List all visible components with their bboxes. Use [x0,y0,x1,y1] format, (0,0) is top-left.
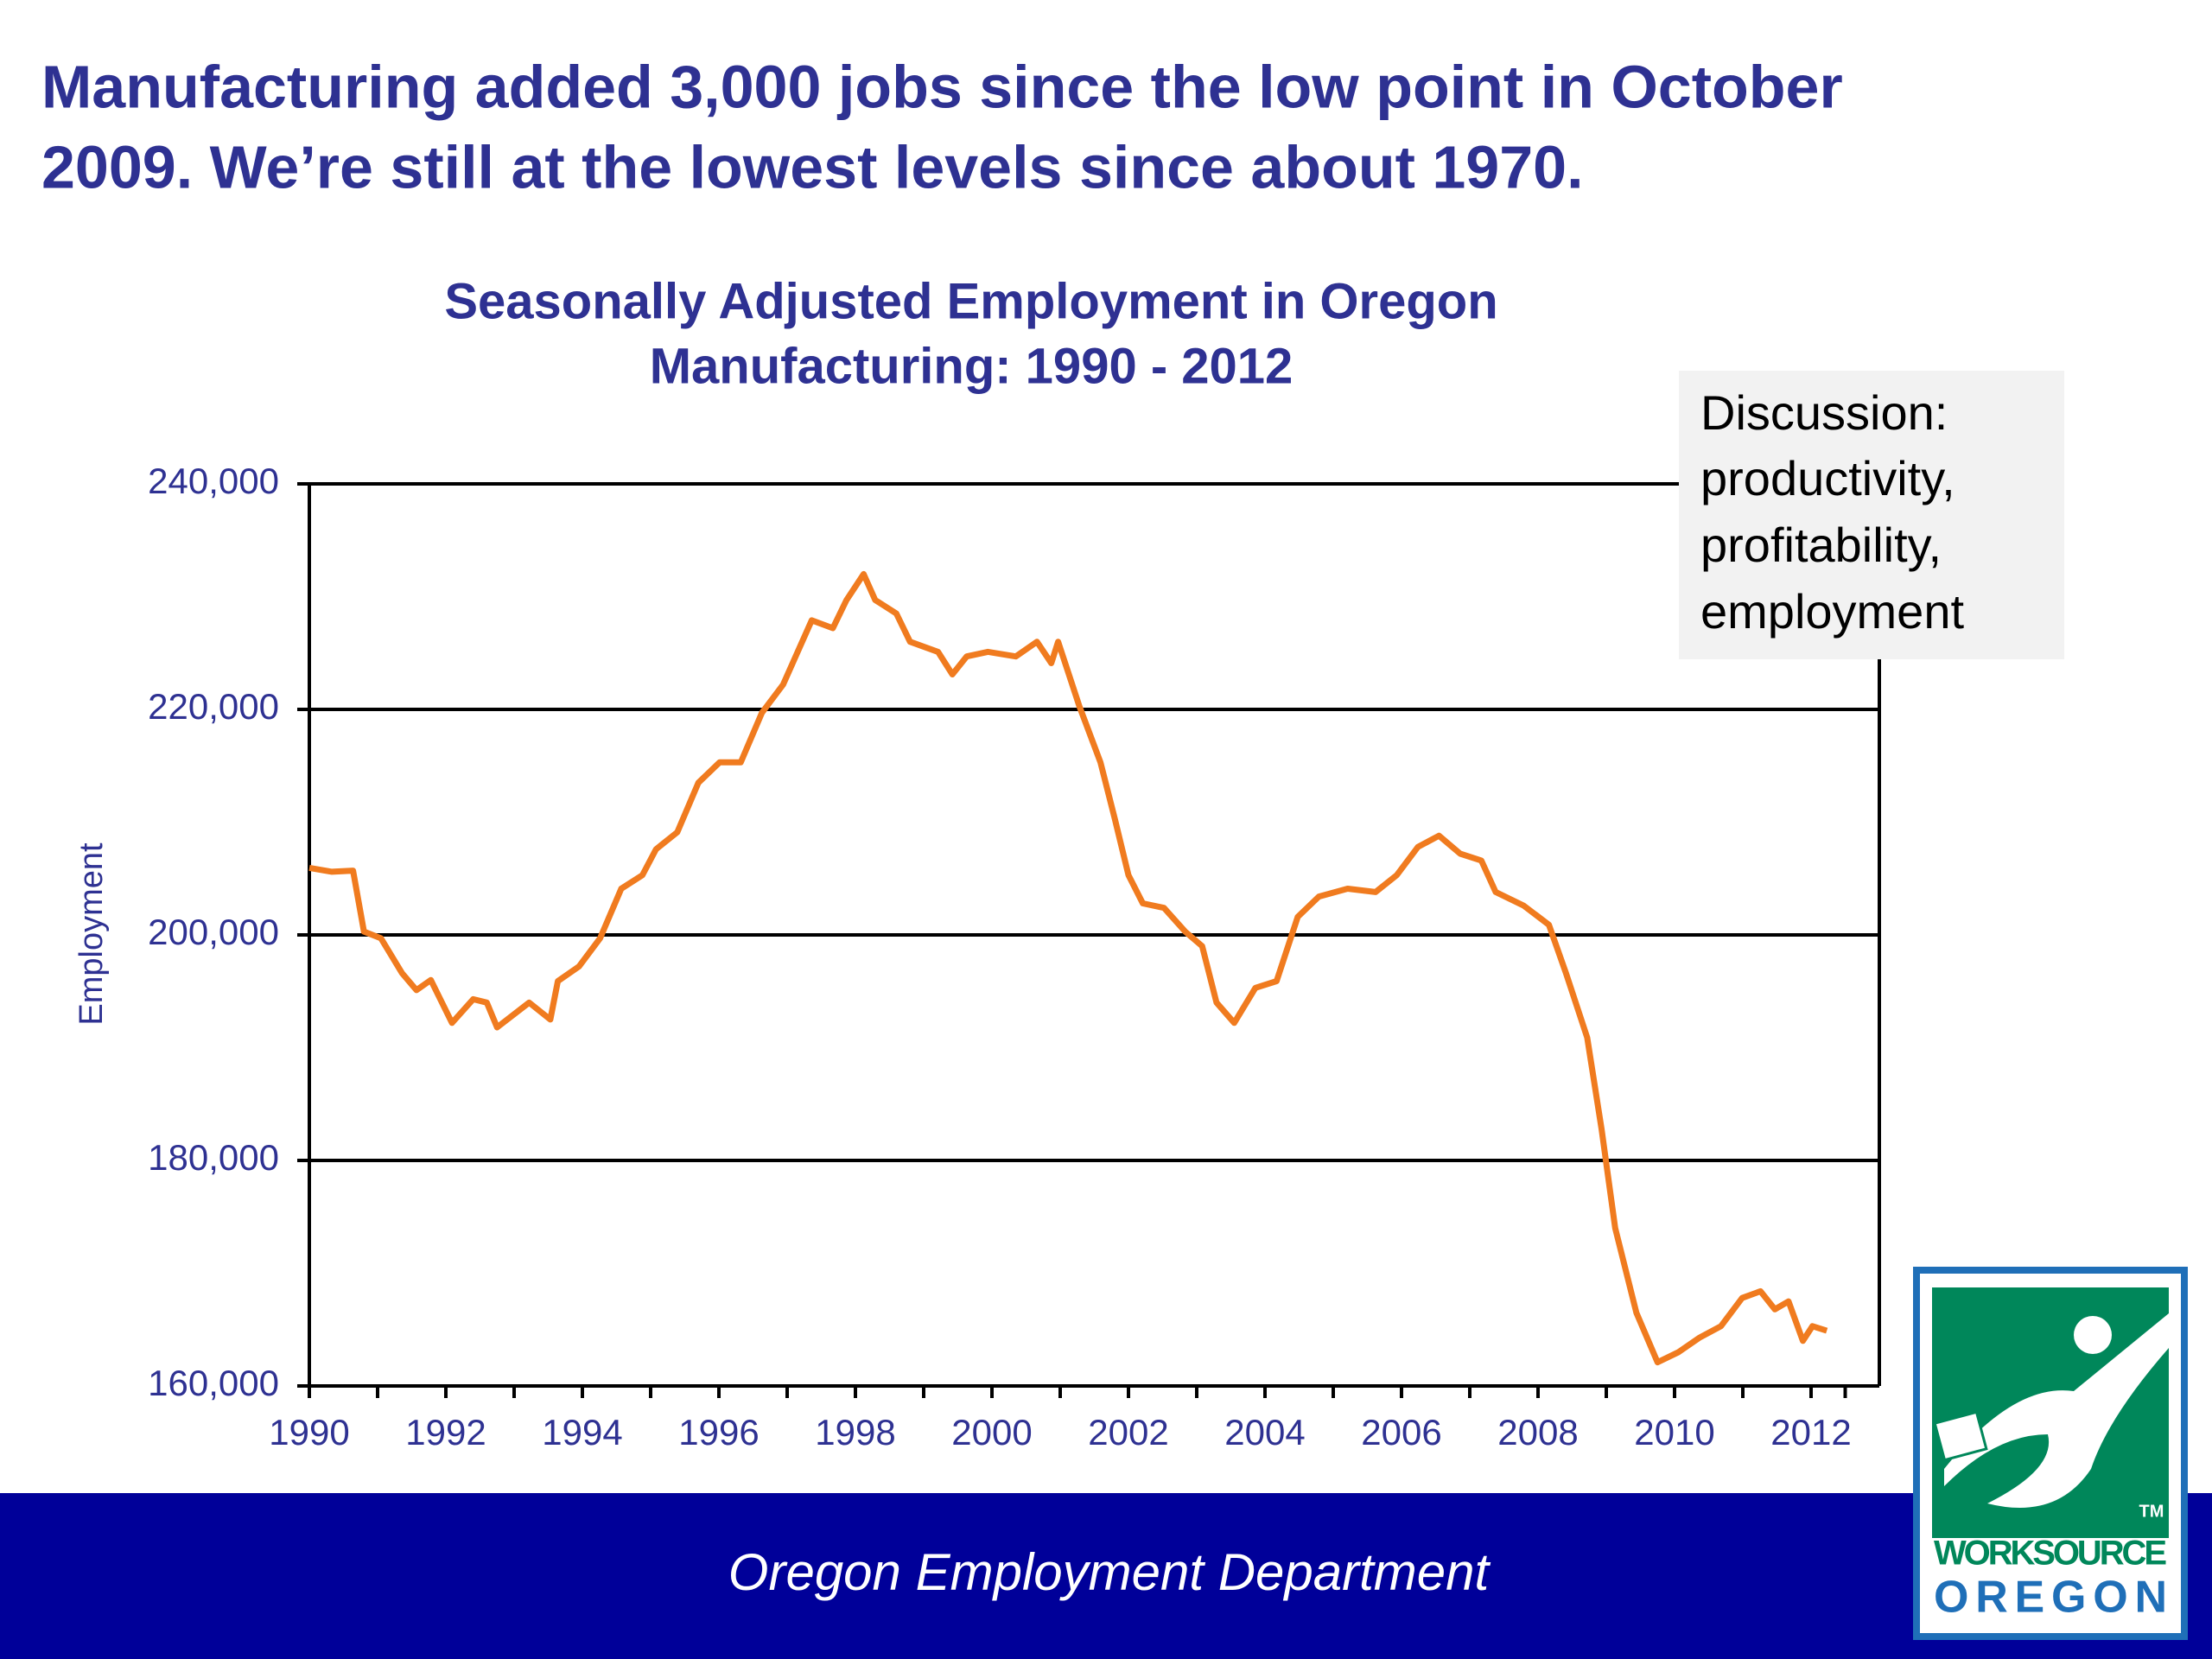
logo-figure [1944,1313,2169,1508]
y-axis-label: Employment [73,842,110,1026]
y-tick-label: 220,000 [148,686,279,727]
plot: 160,000 180,000 200,000 220,000 240,000 1990 1… [148,461,1881,1452]
annotation: employment [1700,584,1964,639]
x-tick-label: 1992 [405,1412,486,1452]
footer-band [0,1493,2212,1659]
x-tick-label: 1990 [269,1412,349,1452]
headline: Manufacturing added 3,000 jobs since the… [41,53,1843,120]
logo: TM WORKSOURCE OREGON [1913,1267,2188,1640]
x-tick-label: 2002 [1088,1412,1168,1452]
logo-box [1933,1410,1988,1462]
annotation: profitability, [1700,518,1942,572]
series-line [308,570,1828,1366]
logo-tm: TM [2139,1502,2164,1521]
headline: 2009. We’re still at the lowest levels s… [41,133,1584,200]
y-tick-label: 200,000 [148,912,279,952]
x-tick-label: 2000 [951,1412,1032,1452]
footer: Oregon Employment Department [728,1543,1491,1601]
x-tick-label: 2004 [1224,1412,1305,1452]
x-tick-label: 2012 [1770,1412,1851,1452]
x-tick-label: 1996 [678,1412,759,1452]
annotation: productivity, [1700,451,1955,505]
x-tick-label: 1998 [815,1412,895,1452]
annotation: Discussion: [1700,385,1948,440]
x-tick-label: 2006 [1361,1412,1441,1452]
y-tick-label: 240,000 [148,461,279,501]
x-tick-label: 2010 [1634,1412,1714,1452]
y-tick-label: 180,000 [148,1137,279,1178]
chart-title: Seasonally Adjusted Employment in Oregon [444,273,1497,329]
chart-title: Manufacturing: 1990 - 2012 [650,338,1294,394]
x-tick-label: 1994 [542,1412,622,1452]
annotation-box [1679,371,2064,659]
x-tick-label: 2008 [1497,1412,1578,1452]
logo-head [2074,1316,2112,1354]
logo-text: WORKSOURCE [1934,1535,2167,1573]
y-tick-label: 160,000 [148,1363,279,1403]
